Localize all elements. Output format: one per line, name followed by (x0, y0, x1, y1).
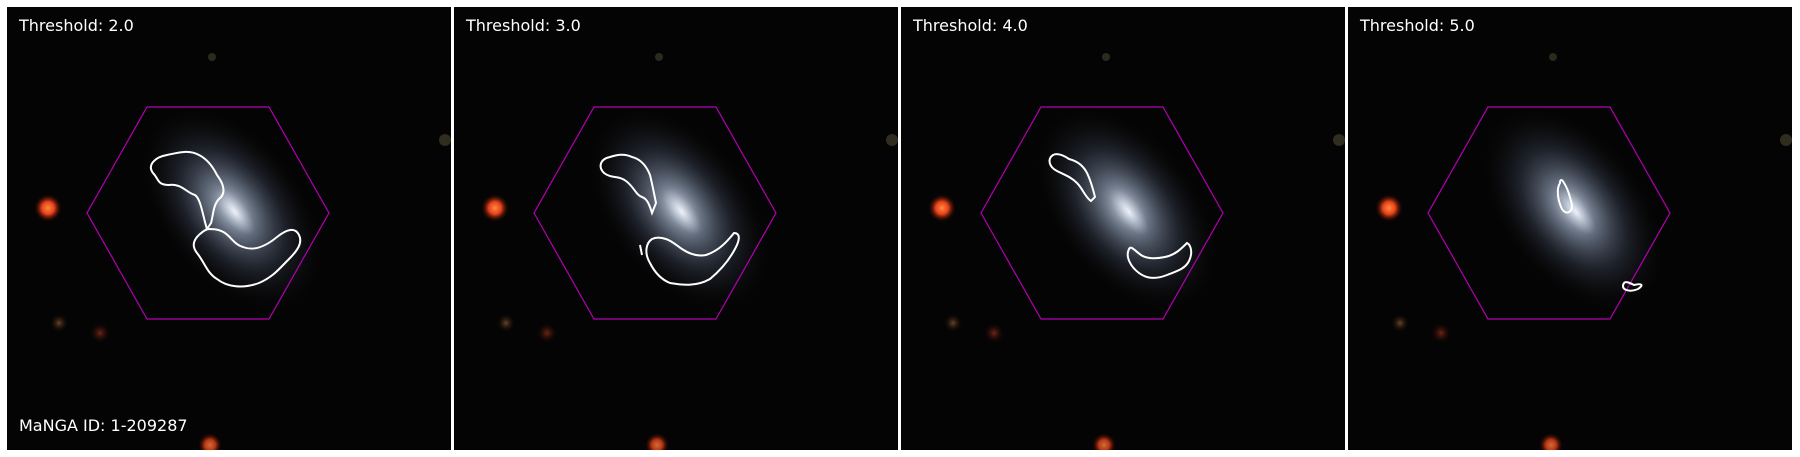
galaxy-image (1348, 7, 1792, 450)
ifu-hexagon (533, 106, 777, 320)
contour (1556, 179, 1574, 214)
contour (1048, 153, 1097, 203)
contour (149, 150, 225, 232)
panel-label: Threshold: 2.0 (19, 16, 134, 35)
ifu-hexagon (1427, 106, 1671, 320)
panel-label: Threshold: 3.0 (466, 16, 581, 35)
panel-threshold-2: Threshold: 2.0 MaNGA ID: 1-209287 (7, 7, 451, 450)
contour (1126, 241, 1193, 279)
panel-threshold-4: Threshold: 4.0 (901, 7, 1345, 450)
contour (1622, 281, 1643, 292)
contour (599, 153, 658, 216)
panel-label: Threshold: 4.0 (913, 16, 1028, 35)
panel-threshold-5: Threshold: 5.0 (1348, 7, 1792, 450)
galaxy-image (901, 7, 1345, 450)
object-id-label: MaNGA ID: 1-209287 (19, 416, 188, 435)
ifu-hexagon (86, 106, 330, 320)
panel-threshold-3: Threshold: 3.0 (454, 7, 898, 450)
contour (639, 244, 643, 256)
contour (192, 227, 302, 288)
ifu-hexagon (980, 106, 1224, 320)
galaxy-image (454, 7, 898, 450)
galaxy-image (7, 7, 451, 450)
panel-label: Threshold: 5.0 (1360, 16, 1475, 35)
contour (645, 231, 740, 286)
